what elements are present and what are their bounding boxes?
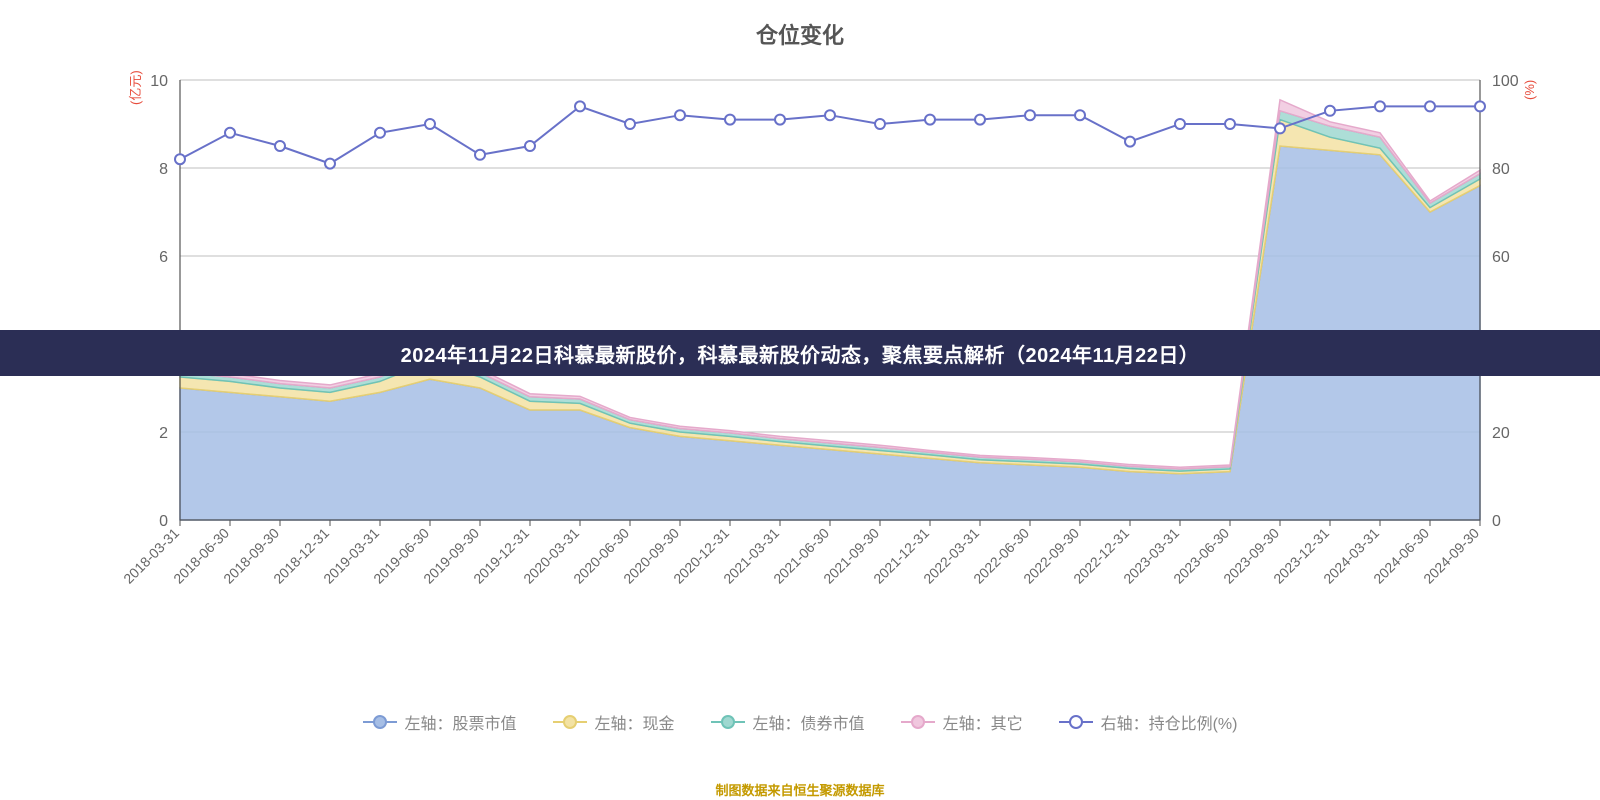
svg-text:20: 20	[1492, 425, 1510, 442]
legend-label: 左轴：债券市值	[753, 710, 865, 734]
legend-item: 右轴：持仓比例(%)	[1059, 710, 1238, 734]
svg-text:6: 6	[159, 249, 168, 266]
legend-swatch	[1059, 715, 1093, 729]
legend-swatch	[711, 715, 745, 729]
svg-text:80: 80	[1492, 161, 1510, 178]
svg-text:0: 0	[1492, 513, 1501, 530]
chart-footer-source: 制图数据来自恒生聚源数据库	[0, 780, 1600, 799]
headline-overlay-band: 2024年11月22日科慕最新股价，科慕最新股价动态，聚焦要点解析（2024年1…	[0, 330, 1600, 376]
svg-text:100: 100	[1492, 73, 1519, 90]
legend-item: 左轴：现金	[553, 710, 675, 734]
svg-text:60: 60	[1492, 249, 1510, 266]
legend-item: 左轴：股票市值	[363, 710, 517, 734]
legend-swatch	[901, 715, 935, 729]
svg-text:8: 8	[159, 161, 168, 178]
legend: 左轴：股票市值 左轴：现金 左轴：债券市值 左轴：其它 右轴：持仓比例(%)	[0, 710, 1600, 734]
plot-svg: 02468100204060801002018-03-312018-06-302…	[0, 0, 1600, 800]
headline-overlay-text: 2024年11月22日科慕最新股价，科慕最新股价动态，聚焦要点解析（2024年1…	[401, 339, 1200, 368]
position-change-chart: 仓位变化 (亿元) (%) 02468100204060801002018-03…	[0, 0, 1600, 800]
legend-label: 左轴：其它	[943, 710, 1023, 734]
legend-label: 右轴：持仓比例(%)	[1101, 710, 1238, 734]
legend-label: 左轴：现金	[595, 710, 675, 734]
legend-swatch	[553, 715, 587, 729]
svg-text:0: 0	[159, 513, 168, 530]
svg-text:10: 10	[150, 73, 168, 90]
svg-text:2: 2	[159, 425, 168, 442]
legend-label: 左轴：股票市值	[405, 710, 517, 734]
legend-item: 左轴：债券市值	[711, 710, 865, 734]
legend-item: 左轴：其它	[901, 710, 1023, 734]
legend-swatch	[363, 715, 397, 729]
